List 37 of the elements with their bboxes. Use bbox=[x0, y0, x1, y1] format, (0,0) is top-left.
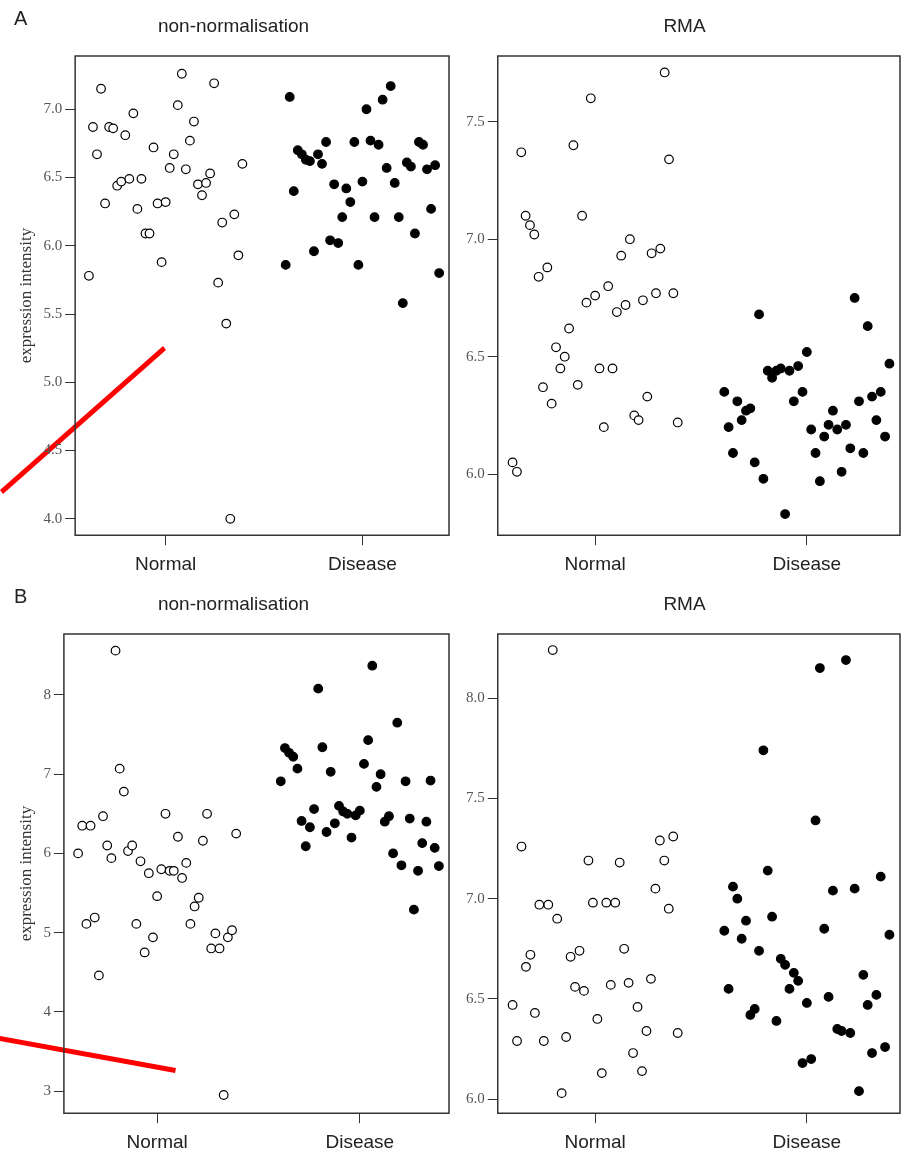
chart-title: RMA bbox=[663, 15, 706, 36]
y-tick-label: 3 bbox=[43, 1081, 51, 1098]
y-tick-label: 7.5 bbox=[466, 789, 485, 806]
x-tick-label: Normal bbox=[135, 552, 197, 574]
y-tick-label: 7.0 bbox=[466, 230, 485, 247]
y-tick-label: 5.5 bbox=[43, 304, 63, 321]
x-tick-label: Normal bbox=[126, 1130, 188, 1152]
text: B bbox=[14, 584, 28, 609]
y-tick-label: 7.0 bbox=[43, 100, 63, 117]
chart-title: non-normalisation bbox=[157, 15, 310, 36]
y-tick-label: 6.0 bbox=[466, 465, 485, 482]
y-tick-label: 5 bbox=[43, 923, 51, 940]
y-tick-label: 8.0 bbox=[466, 689, 485, 706]
y-tick-label: 6.5 bbox=[43, 168, 63, 185]
y-tick-label: 5.0 bbox=[43, 373, 63, 390]
y-tick-label: 7 bbox=[43, 765, 52, 782]
text: A bbox=[14, 6, 28, 31]
y-tick-label: 4.0 bbox=[43, 509, 63, 526]
y-tick-label: 8 bbox=[43, 685, 51, 702]
x-tick-label: Disease bbox=[772, 1130, 842, 1152]
y-tick-label: 6.5 bbox=[466, 989, 485, 1006]
y-tick-label: 6 bbox=[43, 844, 52, 861]
y-axis-title: expression intensity bbox=[15, 805, 35, 942]
chart-title: RMA bbox=[663, 593, 706, 614]
x-tick-label: Normal bbox=[564, 1130, 626, 1152]
y-axis-title: expression intensity bbox=[15, 227, 35, 364]
y-tick-label: 6.5 bbox=[466, 347, 485, 364]
chart-title: non-normalisation bbox=[157, 593, 310, 614]
x-tick-label: Disease bbox=[325, 1130, 395, 1152]
y-tick-label: 6.0 bbox=[43, 236, 63, 253]
x-tick-label: Disease bbox=[772, 552, 842, 574]
y-tick-label: 7.5 bbox=[466, 112, 485, 129]
x-tick-label: Disease bbox=[328, 552, 397, 574]
y-tick-label: 7.0 bbox=[466, 889, 485, 906]
x-tick-label: Normal bbox=[564, 552, 626, 574]
y-tick-label: 4 bbox=[43, 1002, 52, 1019]
y-tick-label: 6.0 bbox=[466, 1090, 485, 1107]
